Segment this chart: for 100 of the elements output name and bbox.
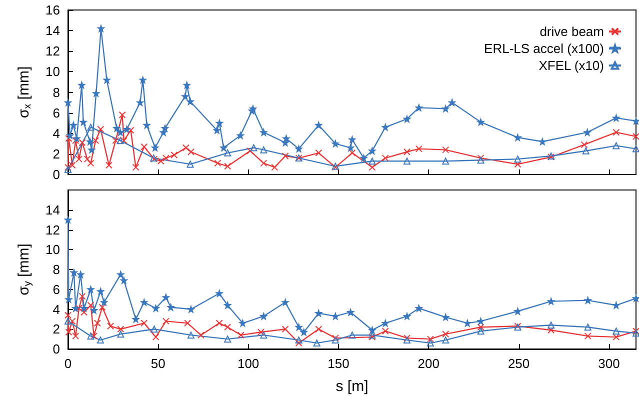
y-tick-label: 12 — [46, 222, 60, 238]
point — [415, 104, 422, 112]
point — [477, 328, 484, 335]
point — [224, 324, 232, 331]
point — [313, 340, 320, 347]
point — [184, 320, 192, 327]
point — [477, 324, 484, 331]
point — [237, 332, 244, 339]
y-axis-title: σx [mm] — [16, 66, 34, 118]
point — [282, 326, 289, 333]
point — [368, 326, 376, 334]
y-tick-label: 10 — [46, 64, 60, 80]
point — [72, 304, 80, 312]
point — [152, 144, 159, 152]
point — [632, 294, 639, 302]
point — [426, 336, 434, 343]
y-tick-label: 2 — [52, 146, 60, 162]
point — [68, 318, 76, 325]
legend-label: drive beam — [540, 24, 604, 39]
point — [448, 99, 456, 106]
point — [514, 160, 522, 168]
x-tick-label: 0 — [64, 356, 72, 371]
point — [183, 82, 190, 89]
point — [70, 268, 78, 276]
point — [152, 334, 160, 341]
point — [72, 332, 80, 340]
y-axis-title: σy [mm] — [16, 244, 34, 296]
point — [87, 332, 94, 340]
point — [170, 151, 178, 158]
point — [612, 302, 620, 309]
point — [632, 145, 639, 152]
point — [236, 132, 244, 139]
point — [260, 312, 268, 320]
point — [632, 118, 639, 125]
legend-label: ERL-LS accel (x100) — [484, 41, 604, 56]
point — [442, 336, 450, 344]
point — [162, 124, 169, 132]
point — [72, 137, 80, 144]
point — [65, 296, 72, 303]
point — [224, 149, 232, 156]
point — [97, 288, 104, 295]
point — [347, 144, 354, 152]
point — [150, 326, 158, 333]
point — [132, 164, 140, 171]
point — [295, 324, 302, 331]
x-axis-title: s [m] — [336, 378, 368, 395]
point — [140, 320, 148, 327]
point — [612, 334, 620, 341]
point — [348, 332, 356, 339]
point — [64, 99, 72, 106]
point — [136, 99, 144, 106]
point — [271, 164, 278, 171]
point — [257, 328, 264, 336]
point — [157, 158, 164, 165]
y-tick-label: 16 — [46, 2, 60, 18]
y-tick-label: 6 — [52, 105, 60, 120]
point — [78, 82, 86, 89]
point — [415, 304, 422, 312]
point — [94, 320, 101, 327]
point — [612, 114, 620, 122]
point — [260, 146, 268, 154]
point — [187, 306, 194, 313]
point — [442, 146, 450, 154]
point — [88, 146, 96, 154]
point — [64, 216, 72, 224]
x-tick-label: 100 — [237, 356, 260, 371]
point — [382, 124, 389, 131]
point — [132, 316, 140, 323]
point — [117, 270, 124, 278]
x-tick-label: 50 — [150, 356, 166, 371]
point — [295, 145, 302, 152]
y-tick-label: 0 — [52, 342, 60, 356]
point — [403, 158, 410, 165]
point — [260, 160, 268, 167]
point — [368, 147, 376, 154]
point — [295, 340, 302, 347]
point — [548, 326, 555, 334]
point — [123, 126, 130, 133]
point — [224, 162, 232, 170]
point — [348, 136, 356, 144]
point — [382, 328, 389, 335]
point — [77, 270, 84, 278]
point — [584, 296, 592, 304]
point — [315, 326, 322, 333]
point — [224, 336, 232, 343]
point — [612, 328, 620, 335]
point — [96, 336, 104, 344]
point — [548, 298, 555, 305]
point — [239, 320, 246, 327]
point — [347, 308, 354, 316]
point — [612, 142, 620, 150]
point — [84, 156, 91, 163]
point — [282, 135, 290, 142]
y-tick-label: 4 — [52, 302, 60, 317]
point — [80, 118, 87, 126]
point — [538, 138, 546, 146]
point — [368, 334, 376, 341]
point — [182, 144, 190, 152]
point — [584, 128, 591, 136]
point — [120, 276, 128, 284]
